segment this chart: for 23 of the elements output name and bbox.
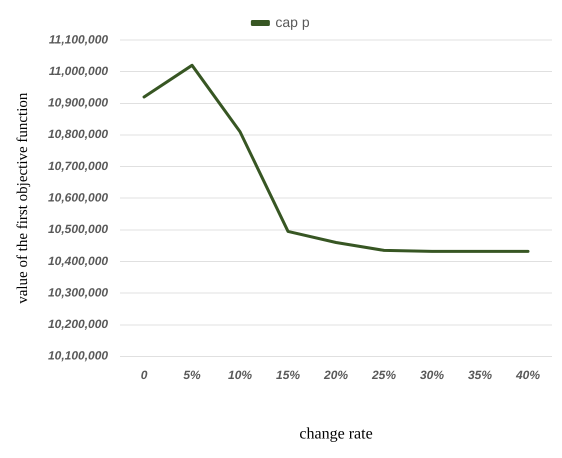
y-tick-label: 10,600,000 <box>48 190 108 205</box>
x-axis-title: change rate <box>299 426 373 443</box>
x-tick-label: 25% <box>371 368 396 382</box>
x-tick-label: 35% <box>468 368 492 382</box>
y-tick-label: 10,800,000 <box>48 127 108 142</box>
x-tick-label: 10% <box>228 368 252 382</box>
y-tick-label: 10,100,000 <box>48 348 108 363</box>
y-tick-label: 10,900,000 <box>48 96 108 110</box>
x-tick-label: 40% <box>514 368 540 382</box>
y-tick-label: 11,000,000 <box>48 64 108 78</box>
x-tick-label: 15% <box>276 368 300 382</box>
y-axis-title: value of the first objective function <box>14 92 31 304</box>
x-tick-label: 20% <box>323 368 348 382</box>
y-tick-label: 10,500,000 <box>48 222 108 236</box>
x-tick-label: 5% <box>183 368 202 382</box>
x-tick-label: 0 <box>140 368 148 382</box>
legend-label: cap p <box>275 14 310 30</box>
y-tick-label: 10,200,000 <box>48 317 108 332</box>
y-tick-label: 10,400,000 <box>48 254 108 268</box>
y-tick-label: 11,100,000 <box>48 32 108 46</box>
y-tick-label: 10,700,000 <box>48 158 108 173</box>
y-tick-label: 10,300,000 <box>48 285 108 300</box>
x-tick-label: 30% <box>420 368 444 382</box>
